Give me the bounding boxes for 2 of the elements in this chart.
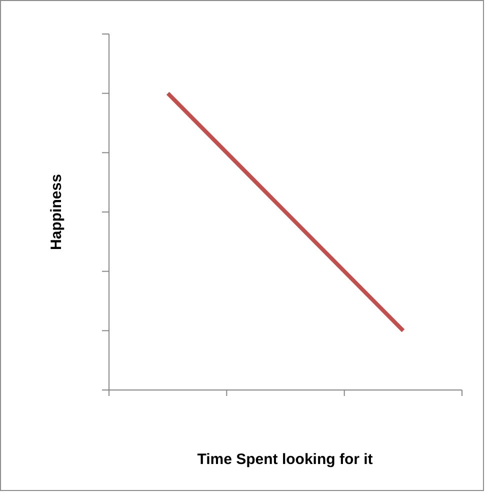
y-axis-title: Happiness: [48, 174, 65, 250]
x-axis-title: Time Spent looking for it: [197, 451, 373, 468]
